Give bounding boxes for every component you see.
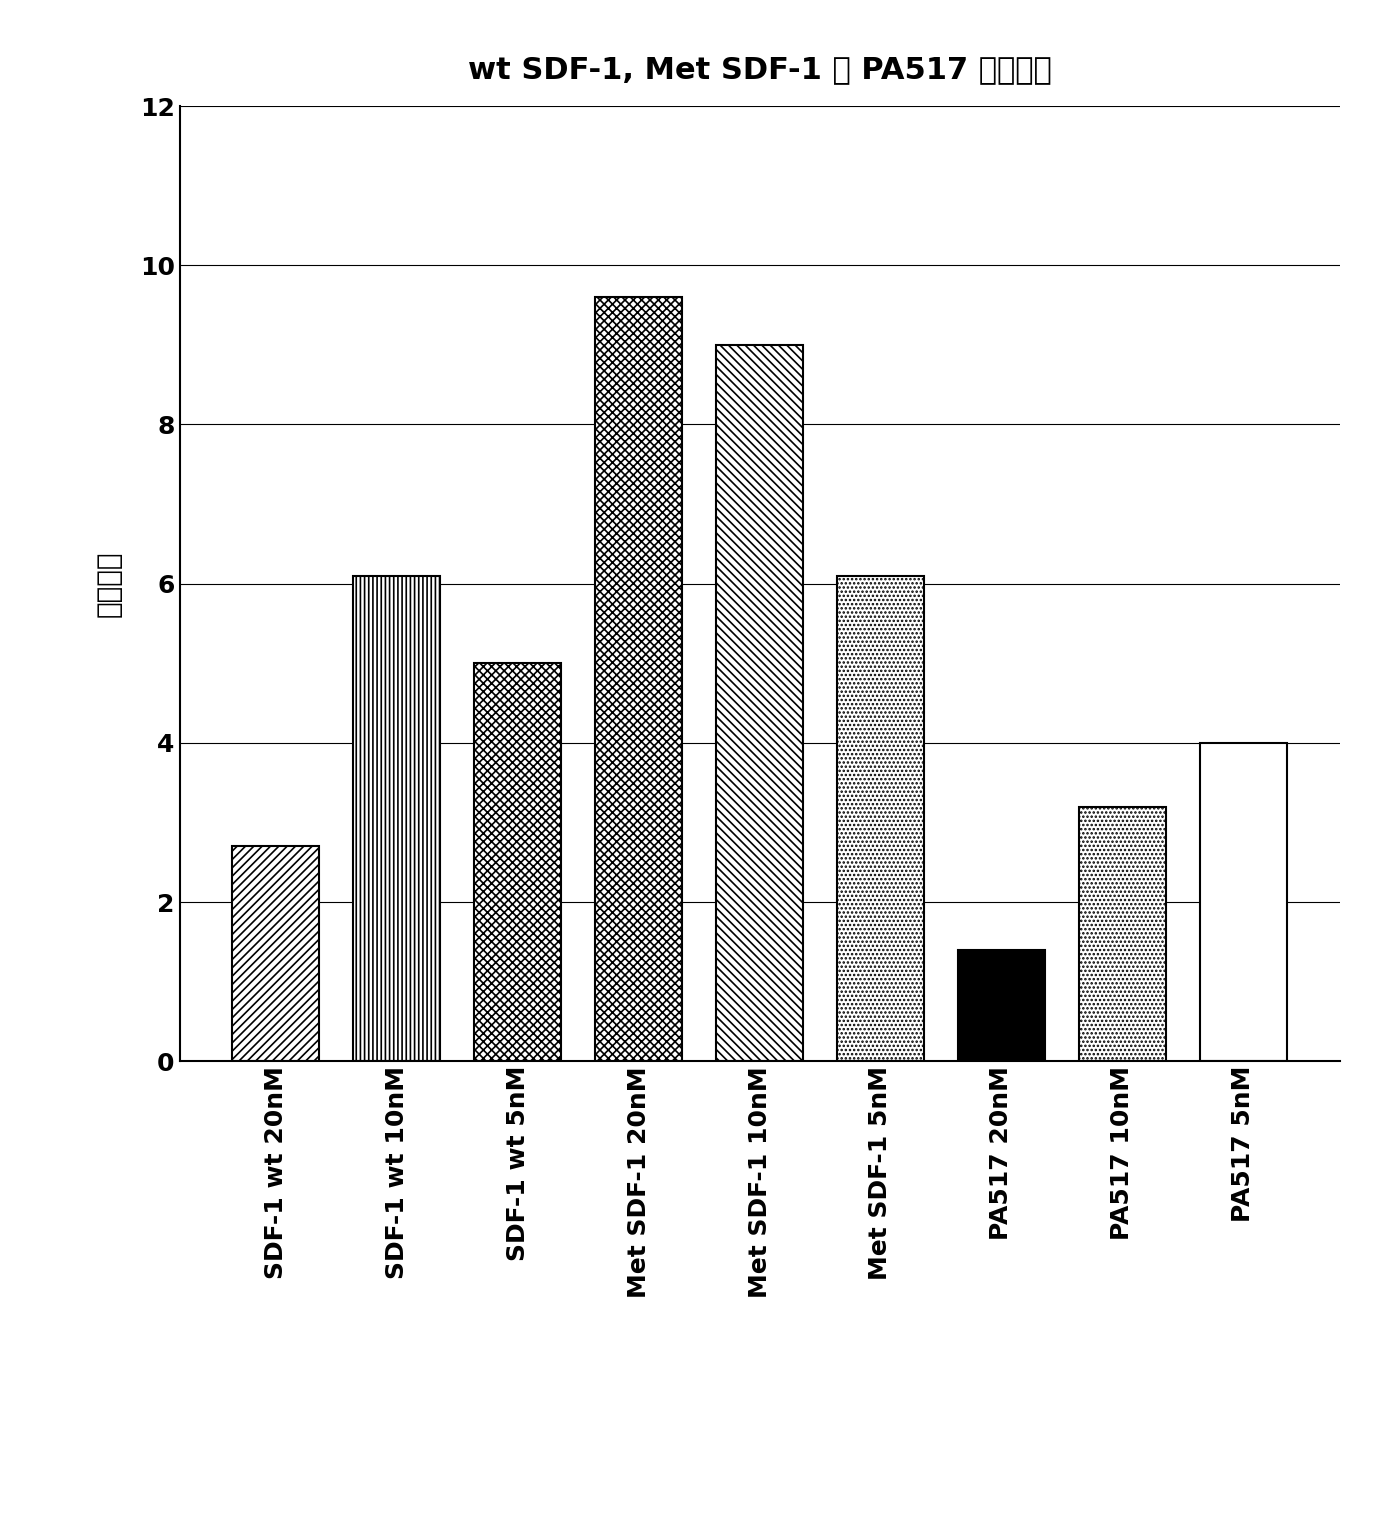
Bar bbox=[1079, 807, 1166, 1061]
Bar bbox=[715, 346, 804, 1061]
Bar bbox=[354, 576, 441, 1061]
Bar bbox=[837, 576, 924, 1061]
Bar bbox=[1200, 743, 1287, 1061]
Bar bbox=[232, 846, 319, 1061]
Bar bbox=[958, 949, 1045, 1061]
Bar bbox=[595, 297, 682, 1061]
Title: wt SDF-1, Met SDF-1 和 PA517 的趨化性: wt SDF-1, Met SDF-1 和 PA517 的趨化性 bbox=[468, 56, 1051, 85]
Y-axis label: 趨化指数: 趨化指数 bbox=[95, 550, 123, 617]
Bar bbox=[474, 664, 561, 1061]
